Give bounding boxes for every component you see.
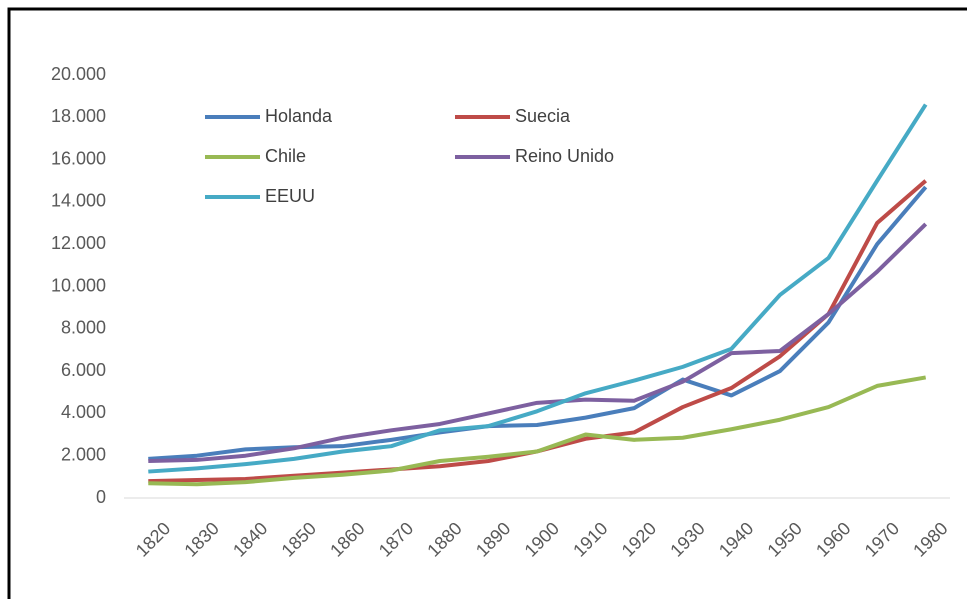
x-tick-label: 1880	[423, 518, 465, 560]
y-tick-label: 2.000	[61, 444, 106, 464]
series-line	[148, 375, 927, 487]
legend-label: Holanda	[265, 106, 333, 126]
x-tick-label: 1860	[326, 518, 368, 560]
x-tick-label: 1830	[180, 518, 222, 560]
legend-label: Reino Unido	[515, 146, 614, 166]
x-tick-label: 1900	[521, 518, 563, 560]
series-line	[148, 222, 928, 463]
series-line	[148, 185, 928, 461]
y-tick-label: 14.000	[51, 191, 106, 211]
y-tick-label: 10.000	[51, 275, 106, 295]
y-tick-label: 6.000	[61, 360, 106, 380]
y-tick-label: 20.000	[51, 64, 106, 84]
legend-label: EEUU	[265, 186, 315, 206]
x-tick-label: 1840	[229, 518, 271, 560]
frame	[7, 7, 967, 599]
y-tick-label: 4.000	[61, 402, 106, 422]
x-tick-label: 1850	[278, 518, 320, 560]
series-line	[148, 103, 928, 474]
y-tick-label: 16.000	[51, 148, 106, 168]
y-tick-label: 0	[96, 487, 106, 507]
y-tick-label: 12.000	[51, 233, 106, 253]
x-tick-label: 1820	[132, 518, 174, 560]
x-tick-label: 1890	[472, 518, 514, 560]
x-tick-label: 1970	[861, 518, 903, 560]
x-tick-label: 1950	[763, 518, 805, 560]
x-tick-label: 1870	[375, 518, 417, 560]
x-tick-label: 1920	[618, 518, 660, 560]
x-tick-label: 1940	[715, 518, 757, 560]
y-tick-label: 18.000	[51, 106, 106, 126]
y-tick-label: 8.000	[61, 318, 106, 338]
x-tick-label: 1930	[666, 518, 708, 560]
x-tick-label: 1910	[569, 518, 611, 560]
legend-label: Chile	[265, 146, 306, 166]
x-tick-label: 1960	[812, 518, 854, 560]
x-tick-label: 1980	[909, 518, 951, 560]
legend-label: Suecia	[515, 106, 571, 126]
